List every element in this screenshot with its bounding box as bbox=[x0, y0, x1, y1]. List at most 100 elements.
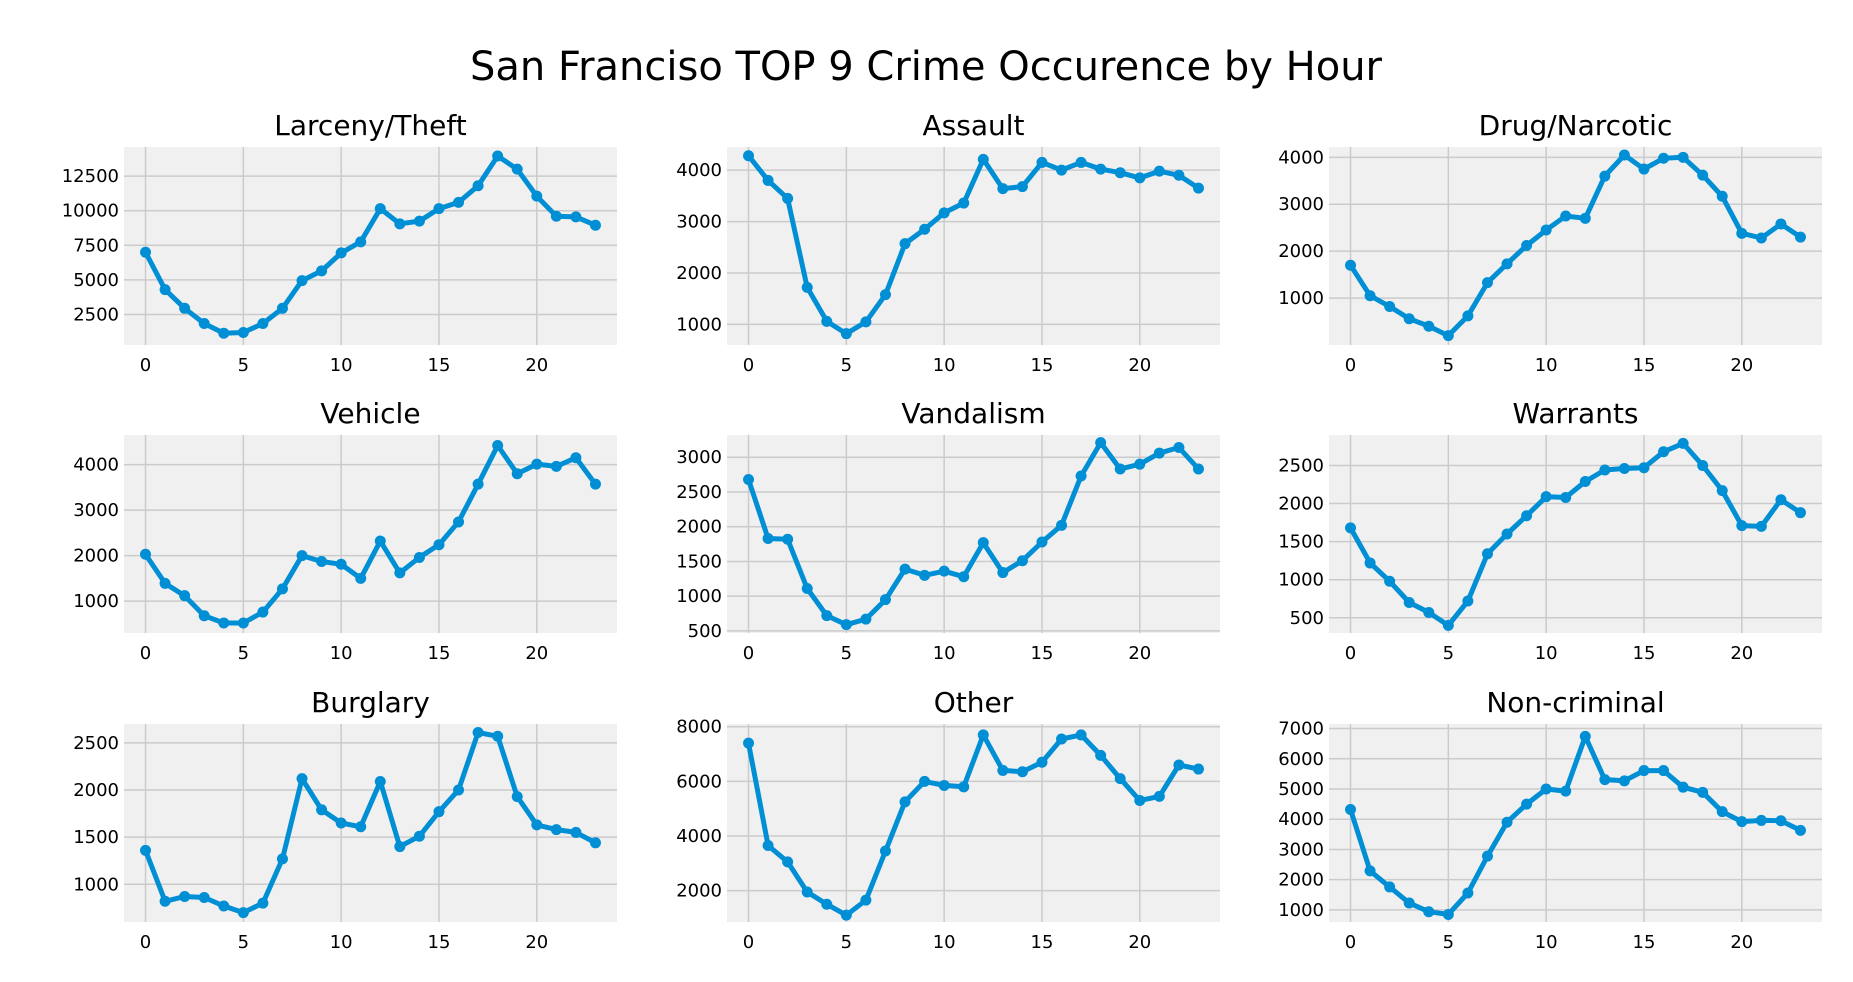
data-point bbox=[958, 571, 970, 583]
data-point bbox=[257, 606, 269, 618]
data-point bbox=[316, 556, 328, 568]
data-point bbox=[316, 265, 328, 277]
data-point bbox=[958, 197, 970, 209]
data-point bbox=[743, 737, 755, 749]
data-point bbox=[472, 180, 484, 192]
data-point bbox=[1638, 163, 1650, 175]
data-point bbox=[433, 203, 445, 215]
data-point bbox=[860, 894, 872, 906]
data-point bbox=[453, 784, 465, 796]
data-point bbox=[1095, 749, 1107, 761]
data-point bbox=[472, 726, 484, 738]
data-point bbox=[218, 900, 230, 912]
data-point bbox=[1697, 786, 1709, 798]
subplot-title: Non-criminal bbox=[1486, 686, 1664, 719]
x-tick-label: 20 bbox=[1128, 932, 1151, 953]
data-point bbox=[879, 845, 891, 857]
x-tick-label: 10 bbox=[933, 355, 956, 376]
data-point bbox=[257, 318, 269, 330]
data-point bbox=[1423, 320, 1435, 332]
y-tick-label: 7000 bbox=[1278, 719, 1324, 740]
x-tick-label: 20 bbox=[1730, 355, 1753, 376]
x-tick-label: 15 bbox=[1031, 932, 1054, 953]
data-point bbox=[198, 891, 210, 903]
x-tick-label: 0 bbox=[1345, 932, 1356, 953]
y-tick-label: 1000 bbox=[676, 586, 722, 607]
data-point bbox=[1677, 781, 1689, 793]
x-tick-label: 10 bbox=[330, 355, 353, 376]
data-point bbox=[879, 594, 891, 606]
data-point bbox=[179, 590, 191, 602]
x-tick-label: 5 bbox=[841, 355, 852, 376]
data-point bbox=[433, 806, 445, 818]
data-point bbox=[1403, 313, 1415, 325]
subplot-title: Other bbox=[934, 686, 1014, 719]
data-point bbox=[1697, 459, 1709, 471]
x-tick-label: 5 bbox=[238, 643, 249, 664]
data-point bbox=[550, 824, 562, 836]
data-point bbox=[159, 284, 171, 296]
plot-area bbox=[727, 724, 1220, 922]
x-tick-label: 15 bbox=[1633, 643, 1656, 664]
y-tick-label: 1000 bbox=[1278, 570, 1324, 591]
data-point bbox=[1755, 520, 1767, 532]
x-tick-label: 15 bbox=[428, 932, 451, 953]
data-point bbox=[335, 558, 347, 570]
data-point bbox=[1423, 606, 1435, 618]
subplot-title: Drug/Narcotic bbox=[1479, 109, 1673, 142]
data-point bbox=[472, 478, 484, 490]
data-point bbox=[1599, 464, 1611, 476]
data-point bbox=[919, 223, 931, 235]
x-tick-label: 20 bbox=[525, 643, 548, 664]
x-tick-label: 10 bbox=[1535, 932, 1558, 953]
data-point bbox=[1755, 232, 1767, 244]
data-point bbox=[570, 211, 582, 223]
data-point bbox=[492, 730, 504, 742]
data-point bbox=[860, 613, 872, 625]
data-point bbox=[1481, 548, 1493, 560]
data-point bbox=[1501, 528, 1513, 540]
data-point bbox=[1618, 463, 1630, 475]
data-point bbox=[179, 891, 191, 903]
x-tick-label: 15 bbox=[1031, 643, 1054, 664]
data-point bbox=[879, 289, 891, 301]
data-point bbox=[140, 548, 152, 560]
data-point bbox=[550, 210, 562, 222]
y-tick-label: 2000 bbox=[1278, 241, 1324, 262]
subplot-title: Burglary bbox=[311, 686, 430, 719]
y-tick-label: 8000 bbox=[676, 717, 722, 738]
data-point bbox=[977, 537, 989, 549]
data-point bbox=[1056, 519, 1068, 531]
data-point bbox=[1638, 462, 1650, 474]
data-point bbox=[1442, 908, 1454, 920]
x-tick-label: 10 bbox=[330, 643, 353, 664]
x-tick-label: 15 bbox=[428, 643, 451, 664]
data-point bbox=[1114, 463, 1126, 475]
data-point bbox=[276, 302, 288, 314]
y-tick-label: 1500 bbox=[676, 551, 722, 572]
data-point bbox=[1423, 906, 1435, 918]
x-tick-label: 0 bbox=[1345, 643, 1356, 664]
data-point bbox=[1192, 463, 1204, 475]
x-tick-label: 15 bbox=[1633, 355, 1656, 376]
x-tick-label: 15 bbox=[428, 355, 451, 376]
data-point bbox=[1775, 815, 1787, 827]
data-point bbox=[1134, 172, 1146, 184]
data-point bbox=[140, 246, 152, 258]
y-tick-label: 1500 bbox=[73, 827, 119, 848]
x-tick-label: 20 bbox=[1128, 355, 1151, 376]
data-point bbox=[1192, 763, 1204, 775]
data-point bbox=[821, 610, 833, 622]
x-tick-label: 5 bbox=[841, 932, 852, 953]
data-point bbox=[1521, 798, 1533, 810]
y-tick-label: 2500 bbox=[676, 482, 722, 503]
x-tick-label: 15 bbox=[1633, 932, 1656, 953]
data-point bbox=[1540, 491, 1552, 503]
data-point bbox=[762, 174, 774, 186]
data-point bbox=[1775, 494, 1787, 506]
y-tick-label: 3000 bbox=[73, 500, 119, 521]
data-point bbox=[1697, 169, 1709, 181]
data-point bbox=[433, 539, 445, 551]
data-point bbox=[1521, 510, 1533, 522]
data-point bbox=[355, 236, 367, 248]
